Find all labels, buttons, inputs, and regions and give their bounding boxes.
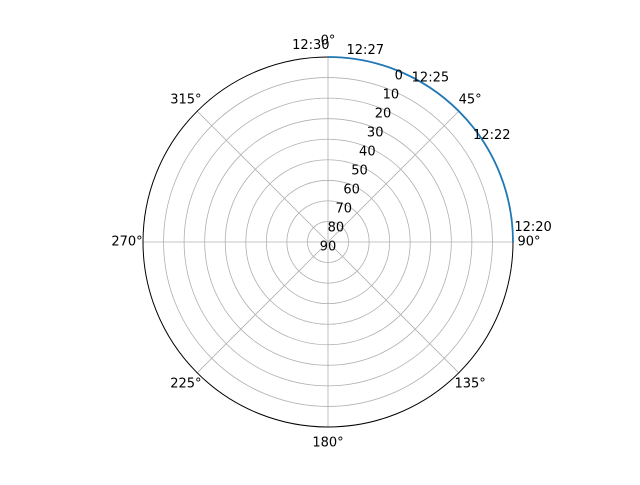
radius-gridline (204, 118, 452, 366)
label-layer: 0° 45° 90° 135° 180° 225° 270° 315° 0 10 20 30 40 50 6… (111, 34, 551, 451)
radius-tick-label: 90 (320, 240, 337, 255)
radius-gridline (265, 179, 391, 305)
angle-tick-label: 270° (111, 235, 142, 250)
radius-tick-label: 50 (351, 164, 368, 179)
radius-tick-label: 40 (359, 145, 376, 160)
grid-layer (142, 56, 514, 428)
radius-tick-label: 10 (383, 88, 400, 103)
radius-tick-label: 80 (328, 221, 345, 236)
point-label: 12:27 (347, 43, 384, 58)
angle-tick-label: 225° (170, 377, 201, 392)
point-label: 12:30 (292, 38, 329, 53)
radius-gridline (307, 221, 349, 263)
radius-gridline (224, 138, 432, 346)
radius-gridline (163, 77, 493, 407)
series-line (327, 56, 514, 243)
angle-tick-label: 135° (454, 377, 485, 392)
angle-tick-label: 90° (517, 235, 540, 250)
angle-gridline (196, 110, 329, 243)
point-label: 12:25 (412, 71, 449, 86)
angle-tick-label: 315° (170, 92, 201, 107)
radius-tick-label: 0 (395, 69, 403, 84)
radius-tick-label: 70 (335, 202, 352, 217)
radius-gridline (245, 159, 411, 325)
angle-tick-label: 0° (321, 34, 336, 49)
radius-tick-label: 30 (367, 126, 384, 141)
series-layer (327, 56, 514, 243)
angle-gridline (327, 110, 460, 243)
point-label: 12:20 (514, 220, 551, 235)
angle-gridline (196, 241, 329, 374)
radius-gridline (183, 97, 473, 387)
angle-tick-label: 180° (312, 436, 343, 451)
radius-tick-label: 60 (343, 183, 360, 198)
point-label: 12:22 (473, 128, 510, 143)
angle-gridline (327, 241, 460, 374)
angle-tick-label: 45° (459, 92, 482, 107)
radius-tick-label: 20 (375, 107, 392, 122)
radius-gridline (286, 200, 370, 284)
